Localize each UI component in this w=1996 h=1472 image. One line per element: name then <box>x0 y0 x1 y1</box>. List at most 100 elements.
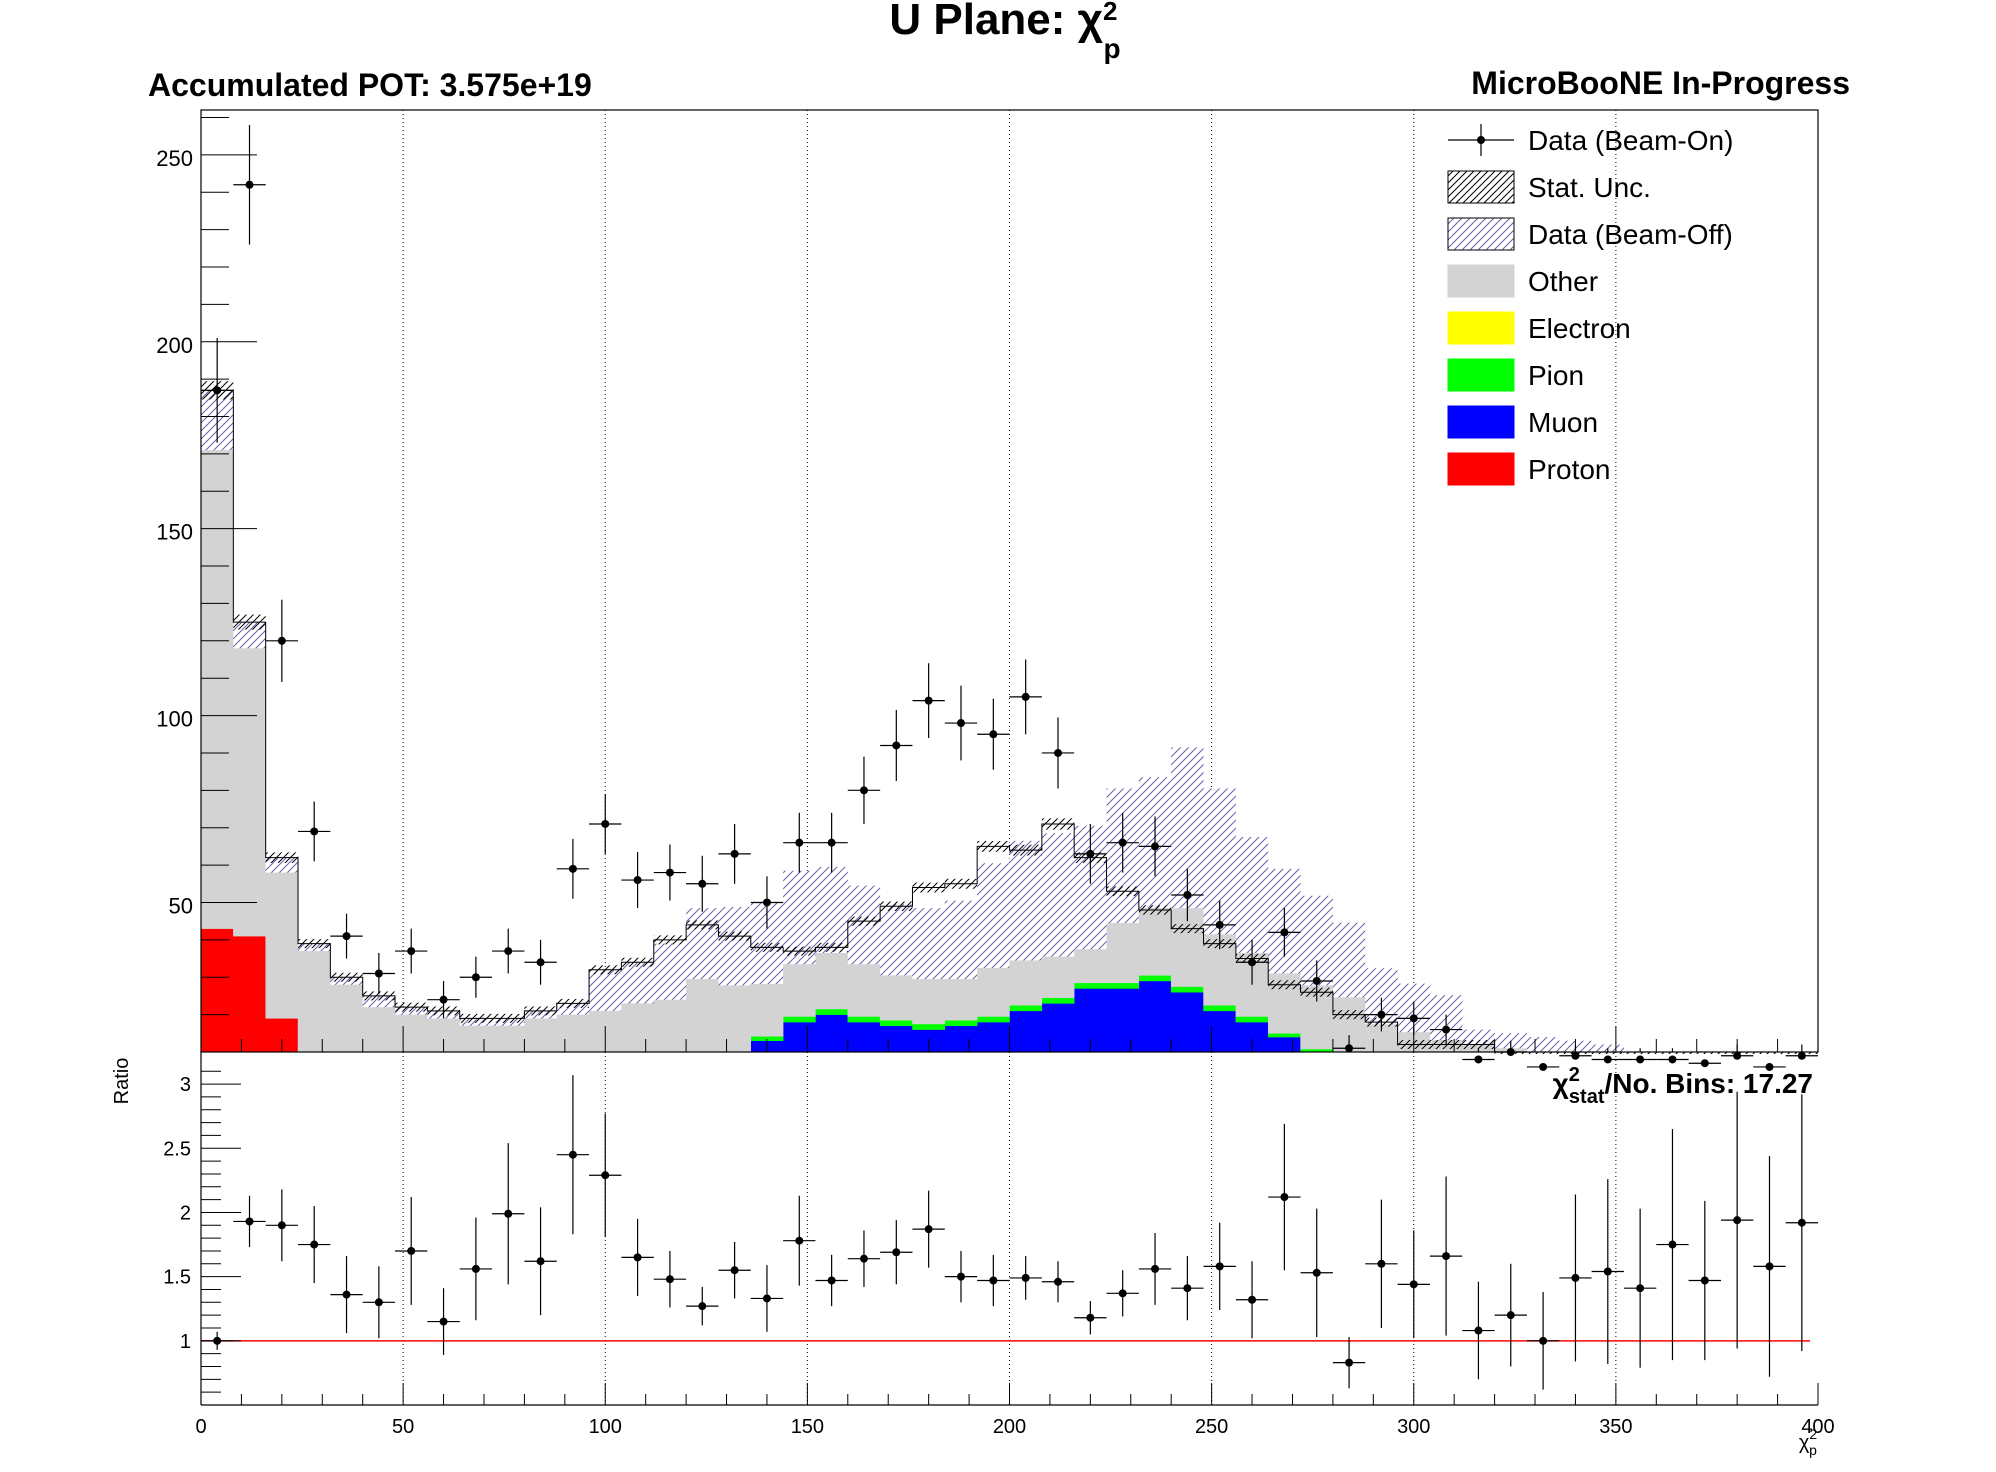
data-point-marker <box>439 995 448 1004</box>
bar-muon <box>1009 1010 1043 1053</box>
data-point-beam-on <box>944 685 978 761</box>
legend-marker-dot <box>1477 136 1485 144</box>
data-point-marker <box>1442 1025 1451 1034</box>
ratio-point <box>395 1197 428 1305</box>
legend: Data (Beam-On) Stat. Unc. Data (Beam-Off) O… <box>1447 124 1733 486</box>
ratio-point <box>686 1286 719 1326</box>
data-point-beam-on <box>1656 1048 1689 1064</box>
ratio-data-points <box>201 1075 1818 1390</box>
data-point-beam-on <box>1623 1048 1657 1064</box>
bar-pion <box>1170 986 1204 993</box>
legend-swatch <box>1447 358 1515 392</box>
legend-entry: Pion <box>1447 358 1584 392</box>
ratio-point <box>912 1190 945 1268</box>
legend-label: Data (Beam-Off) <box>1528 219 1733 250</box>
data-point-marker <box>827 838 836 847</box>
legend-entry: Electron <box>1447 311 1631 345</box>
chart-title: U Plane: χ2 p <box>889 0 1120 64</box>
stat-unc-band <box>1526 1052 1560 1054</box>
x-axis-label-sup: 2 <box>1809 1426 1817 1442</box>
ratio-point <box>1753 1155 1786 1377</box>
bar-data-beam-off <box>556 1003 590 1015</box>
x-tick-label: 0 <box>195 1416 206 1438</box>
bar-other <box>1106 922 1140 984</box>
data-point-beam-on <box>718 823 751 884</box>
legend-entry: Other <box>1447 264 1598 298</box>
data-point-marker <box>504 947 513 956</box>
ratio-point-marker <box>1312 1268 1321 1277</box>
ratio-point-marker <box>1215 1262 1224 1271</box>
bar-data-beam-off <box>1235 837 1269 953</box>
data-point-marker <box>1668 1055 1677 1064</box>
bar-other <box>1009 960 1043 1006</box>
bar-other <box>718 985 752 1053</box>
data-point-marker <box>1248 958 1257 967</box>
x-tick-label: 250 <box>1195 1416 1228 1438</box>
ratio-point <box>1203 1222 1236 1311</box>
chart-title-sub: p <box>1103 33 1120 64</box>
data-point-beam-on <box>1009 659 1042 735</box>
data-point-beam-on <box>556 838 590 899</box>
data-point-marker <box>601 819 610 828</box>
ratio-point <box>1041 1261 1075 1303</box>
ratio-point <box>1785 1094 1818 1352</box>
bar-other <box>1138 907 1172 976</box>
data-point-marker <box>1183 891 1192 899</box>
ratio-point <box>492 1143 525 1285</box>
bar-data-beam-off <box>944 900 978 980</box>
data-point-marker <box>536 958 545 967</box>
x-axis-label-symbol: χ <box>1799 1432 1810 1454</box>
legend-swatch <box>1447 405 1515 439</box>
data-point-beam-on <box>233 124 266 245</box>
bar-pion <box>1235 1016 1269 1023</box>
ratio-point-marker <box>245 1217 254 1226</box>
ratio-point <box>1365 1199 1398 1328</box>
ratio-point <box>1526 1292 1560 1390</box>
ratio-point-marker <box>407 1246 416 1255</box>
ratio-point <box>330 1256 363 1334</box>
legend-swatch <box>1447 264 1515 298</box>
ratio-y-tick-label: 1 <box>180 1331 191 1353</box>
data-point-beam-on <box>1138 816 1172 877</box>
x-tick-label: 150 <box>791 1416 824 1438</box>
stat-unc-band <box>1656 1052 1689 1054</box>
data-point-beam-on <box>621 852 654 909</box>
ratio-point <box>718 1241 751 1299</box>
bar-data-beam-off <box>718 906 751 986</box>
y-tick-label: 150 <box>156 520 193 545</box>
bar-other <box>394 1014 428 1053</box>
legend-entry: Stat. Unc. <box>1447 170 1651 204</box>
ratio-point-marker <box>1248 1295 1257 1304</box>
chi2-symbol: χ <box>1553 1068 1569 1099</box>
legend-label: Pion <box>1528 360 1584 391</box>
data-point-marker <box>1215 920 1224 929</box>
bar-data-beam-off <box>1009 840 1042 961</box>
data-point-marker <box>1345 1044 1354 1053</box>
ratio-point <box>233 1195 266 1248</box>
data-point-marker <box>342 932 351 941</box>
ratio-point <box>783 1195 816 1286</box>
data-point-beam-on <box>686 855 719 912</box>
ratio-point <box>750 1265 784 1332</box>
ratio-point <box>1494 1263 1527 1367</box>
ratio-point <box>977 1254 1010 1307</box>
bar-other <box>912 978 946 1025</box>
bar-muon <box>1203 1010 1237 1053</box>
data-point-beam-on <box>783 812 816 873</box>
ratio-point-marker <box>1409 1280 1418 1289</box>
data-point-beam-on <box>265 599 299 682</box>
legend-swatch <box>1447 452 1515 486</box>
bar-other <box>491 1025 525 1053</box>
ratio-point-marker <box>665 1275 674 1284</box>
data-point-marker <box>277 636 286 645</box>
bar-muon <box>976 1021 1010 1053</box>
chi2-sub: stat <box>1569 1086 1605 1108</box>
data-point-beam-on <box>1462 1048 1495 1064</box>
bar-other <box>459 1025 493 1053</box>
legend-swatch <box>1447 217 1515 251</box>
ratio-point-marker <box>1054 1277 1063 1286</box>
bar-other <box>976 967 1010 1017</box>
data-point-marker <box>1151 842 1160 851</box>
legend-entry: Proton <box>1447 452 1611 486</box>
